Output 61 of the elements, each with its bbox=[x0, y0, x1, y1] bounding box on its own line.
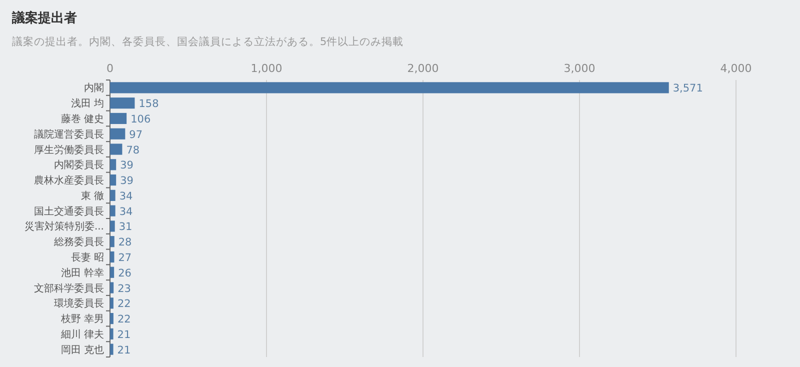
bar bbox=[110, 282, 114, 294]
data-label: 106 bbox=[130, 113, 151, 126]
y-tick-label: 議院運営委員長 bbox=[34, 128, 104, 140]
data-label: 27 bbox=[118, 252, 132, 264]
data-label: 158 bbox=[138, 98, 159, 110]
x-tick-label: 0 bbox=[106, 62, 114, 75]
bar bbox=[110, 159, 116, 170]
data-label: 78 bbox=[126, 144, 140, 156]
data-label: 39 bbox=[120, 160, 134, 172]
data-label: 31 bbox=[118, 221, 132, 234]
data-label: 34 bbox=[119, 190, 133, 202]
chart-subtitle: 議案の提出者。内閣、各委員長、国会議員による立法がある。5件以上のみ掲載 bbox=[12, 35, 404, 48]
bar bbox=[110, 144, 122, 155]
bar bbox=[110, 98, 135, 109]
bar bbox=[110, 236, 114, 248]
bar bbox=[110, 82, 669, 94]
data-label: 3,571 bbox=[672, 82, 703, 95]
data-label: 21 bbox=[117, 328, 131, 341]
bar bbox=[110, 220, 115, 232]
x-tick-label: 1,000 bbox=[250, 62, 282, 75]
bar bbox=[110, 344, 114, 355]
x-tick-label: 3,000 bbox=[564, 62, 596, 75]
y-tick-label: 国土交通委員長 bbox=[34, 205, 104, 218]
bar bbox=[110, 205, 116, 216]
data-label: 21 bbox=[117, 344, 131, 356]
y-tick-label: 総務委員長 bbox=[53, 236, 104, 248]
y-tick-label: 東 徹 bbox=[80, 190, 104, 202]
bar bbox=[110, 266, 114, 278]
y-tick-label: 長妻 昭 bbox=[70, 251, 104, 264]
bar bbox=[110, 190, 116, 201]
y-tick-label: 池田 幹幸 bbox=[60, 266, 104, 279]
y-tick-label: 文部科学委員長 bbox=[34, 282, 104, 294]
y-tick-label: 藤巻 健史 bbox=[60, 112, 104, 125]
y-tick-label: 枝野 幸男 bbox=[60, 313, 104, 326]
bar bbox=[110, 298, 114, 309]
y-tick-label: 細川 律夫 bbox=[60, 328, 104, 340]
data-label: 39 bbox=[120, 175, 134, 188]
chart-title: 議案提出者 bbox=[11, 10, 77, 26]
y-tick-label: 内閣委員長 bbox=[54, 159, 104, 172]
y-tick-label: 災害対策特別委... bbox=[24, 220, 104, 233]
data-label: 26 bbox=[118, 267, 132, 280]
data-label: 22 bbox=[117, 314, 131, 326]
data-label: 34 bbox=[119, 206, 133, 218]
data-label: 97 bbox=[129, 128, 143, 141]
y-tick-label: 環境委員長 bbox=[54, 298, 104, 310]
bar bbox=[110, 128, 126, 140]
y-tick-label: 厚生労働委員長 bbox=[34, 144, 104, 156]
bar bbox=[110, 328, 114, 340]
y-tick-label: 農林水産委員長 bbox=[34, 174, 104, 187]
bar bbox=[110, 312, 114, 324]
data-label: 22 bbox=[117, 298, 131, 310]
y-tick-label: 内閣 bbox=[84, 82, 104, 94]
x-tick-label: 4,000 bbox=[720, 62, 752, 75]
bar bbox=[110, 174, 116, 186]
bar bbox=[110, 251, 114, 263]
data-label: 28 bbox=[118, 236, 132, 249]
y-tick-label: 岡田 克也 bbox=[60, 344, 104, 356]
data-label: 23 bbox=[118, 282, 131, 295]
y-tick-label: 浅田 均 bbox=[70, 98, 104, 110]
x-tick-label: 2,000 bbox=[407, 62, 439, 75]
bar bbox=[110, 112, 127, 124]
